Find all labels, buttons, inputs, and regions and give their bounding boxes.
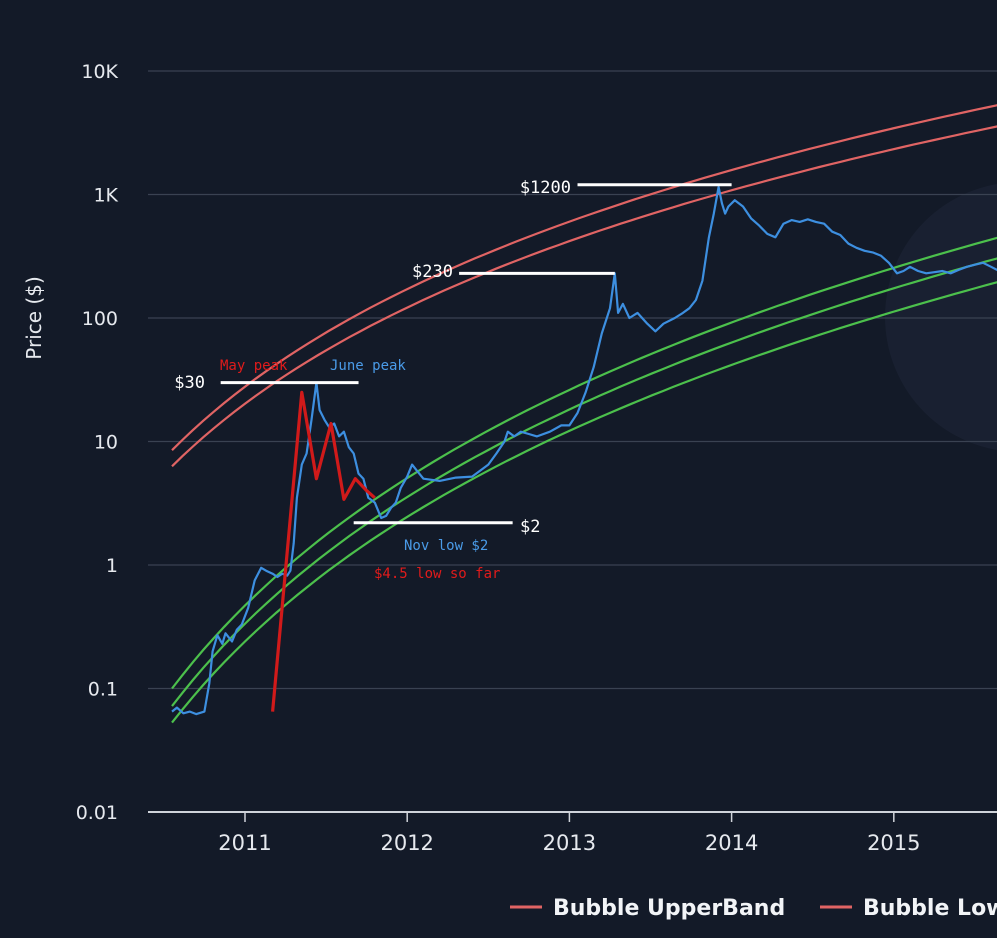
annotation-label: $230: [412, 262, 453, 282]
legend: Bubble UpperBand Bubble Low: [510, 896, 997, 921]
y-tick-label: 10K: [81, 61, 118, 83]
band-line-bubble-lower: [171, 125, 997, 468]
y-axis-label: Price ($): [22, 276, 46, 359]
annotation-label: Nov low $2: [404, 538, 488, 554]
annotation-label: $30: [174, 373, 205, 393]
band-lines: [171, 104, 997, 724]
x-tick-label: 2012: [380, 831, 433, 855]
annotation-label: $1200: [520, 178, 571, 198]
band-line-support-mid: [171, 257, 997, 707]
legend-label: Bubble UpperBand: [553, 896, 785, 921]
band-line-support-lower: [171, 281, 997, 724]
legend-label: Bubble Low: [863, 896, 997, 921]
x-axis-ticks: 2011 2012 2013 2014 2015: [218, 812, 921, 855]
x-tick-label: 2015: [867, 831, 920, 855]
watermark-logo: [885, 183, 997, 451]
y-tick-label: 1: [106, 555, 118, 577]
x-tick-label: 2013: [543, 831, 596, 855]
series-lines: [171, 185, 997, 716]
y-tick-label: 0.1: [88, 679, 118, 701]
annotations: $30 $230 $1200 $2 May peak June peak Nov low $…: [174, 178, 732, 582]
annotation-label: June peak: [330, 358, 406, 374]
band-line-bubble-upper: [171, 104, 997, 451]
fractal-overlay-line: [271, 390, 376, 712]
y-tick-label: 1K: [93, 185, 118, 207]
annotation-label: $4.5 low so far: [374, 566, 500, 582]
y-tick-label: 0.01: [76, 802, 118, 824]
grid-lines: [148, 70, 997, 813]
y-tick-label: 100: [82, 308, 118, 330]
x-tick-label: 2011: [218, 831, 271, 855]
y-axis-ticks: 10K 1K 100 10 1 0.1 0.01: [76, 61, 119, 824]
annotation-label: $2: [520, 517, 540, 537]
annotation-label: May peak: [220, 358, 288, 374]
y-tick-label: 10: [94, 432, 118, 454]
x-tick-label: 2014: [705, 831, 758, 855]
